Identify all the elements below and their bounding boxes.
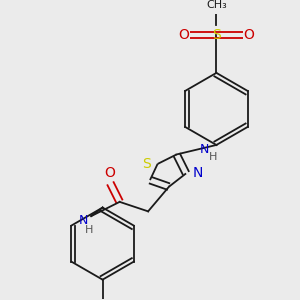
Text: S: S xyxy=(212,28,221,42)
Text: N: N xyxy=(192,167,203,180)
Text: H: H xyxy=(209,152,218,162)
Text: N: N xyxy=(200,143,209,156)
Text: O: O xyxy=(243,28,254,42)
Text: CH₃: CH₃ xyxy=(206,0,227,10)
Text: H: H xyxy=(85,225,94,235)
Text: O: O xyxy=(105,167,116,180)
Text: O: O xyxy=(179,28,190,42)
Text: N: N xyxy=(79,214,88,227)
Text: S: S xyxy=(142,157,151,171)
